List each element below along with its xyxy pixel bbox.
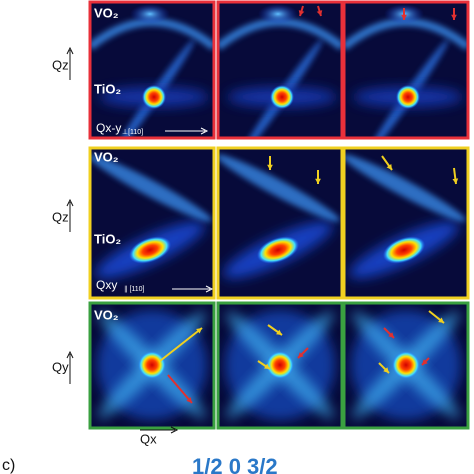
axis-label: Qxy [96,278,117,292]
map-panel [216,146,344,300]
axis-label: Qx-y [96,121,121,135]
arrow-head [298,10,305,16]
map-content [218,148,342,298]
arrow-head [196,328,202,334]
material-label: VO₂ [94,307,119,322]
tio2-peak [270,85,294,109]
arrow-head [298,352,304,358]
map-content [218,2,342,138]
map-panel [342,0,470,140]
arrow-head [386,164,392,170]
arrow-head [452,178,459,184]
map-panel [88,0,216,140]
vo2-peak [130,4,170,24]
panel-letter: c) [2,457,15,474]
arrow-head [383,367,389,373]
tio2-peak [256,236,300,264]
map-content [90,2,214,138]
peak [138,351,166,379]
map-content [344,303,468,428]
arrow-head [388,332,394,338]
axis-label: Qz [52,209,69,224]
material-label: TiO₂ [94,231,121,246]
axis-label: Qz [52,57,69,72]
arrow-head [401,14,407,20]
axis-label: Qx [140,431,157,446]
panel-border [216,146,344,300]
arrow-head [451,14,457,20]
panel-border [216,301,344,430]
map-content [344,2,468,138]
map-content [90,303,214,428]
tio2-peak [396,85,420,109]
arrow-head [316,10,323,16]
material-label: VO₂ [94,5,119,20]
tio2-peak [128,236,172,264]
map-panel [342,146,470,300]
arrow-head [186,397,192,403]
arrow-head [276,329,282,335]
map-content [218,303,342,428]
arrow-head [267,164,273,170]
axis-subscript: ⊥[110] [122,129,143,136]
panel-border [342,301,470,430]
map-panel [216,0,344,140]
arrow-head [315,178,321,184]
map-panel [88,146,216,300]
panels [88,0,470,430]
peak [392,351,420,379]
material-label: TiO₂ [94,81,121,96]
axis-label: Qy [52,359,69,374]
arrow-head [438,317,444,323]
map-panel [342,301,470,430]
tio2-peak [382,236,426,264]
arrow-head [264,363,270,369]
annotation-arrow [167,374,193,404]
inner-arrows [165,127,214,293]
annotation-arrow [159,327,203,362]
panel-border [342,0,470,140]
material-label: VO₂ [94,149,119,164]
map-content [344,148,468,298]
map-panel [88,301,216,430]
axis-subscript: ∥ [110] [124,285,145,293]
tio2-peak [142,85,166,109]
arrow-head [422,359,428,365]
panel-border [342,146,470,300]
panel-border [88,0,216,140]
panel-border [88,146,216,300]
panel-border [216,0,344,140]
caption: 1/2 0 3/2 [192,454,278,474]
peak [266,351,294,379]
map-content [90,148,214,298]
labels: VO₂ TiO₂ Qx-y ⊥[110] VO₂ TiO₂ Qxy ∥ [110… [2,5,278,474]
axis-arrows [66,46,179,434]
panel-border [88,301,216,430]
vo2-peak [258,4,298,24]
map-panel [216,301,344,430]
